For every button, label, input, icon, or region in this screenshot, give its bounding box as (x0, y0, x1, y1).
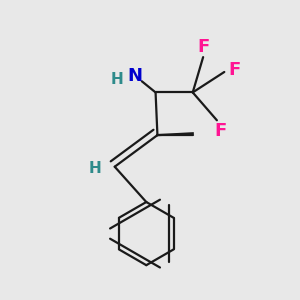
Text: H: H (89, 161, 102, 176)
Text: F: F (229, 61, 241, 79)
Text: H: H (111, 72, 124, 87)
Text: N: N (128, 67, 142, 85)
Text: F: F (214, 122, 227, 140)
Text: F: F (197, 38, 209, 56)
